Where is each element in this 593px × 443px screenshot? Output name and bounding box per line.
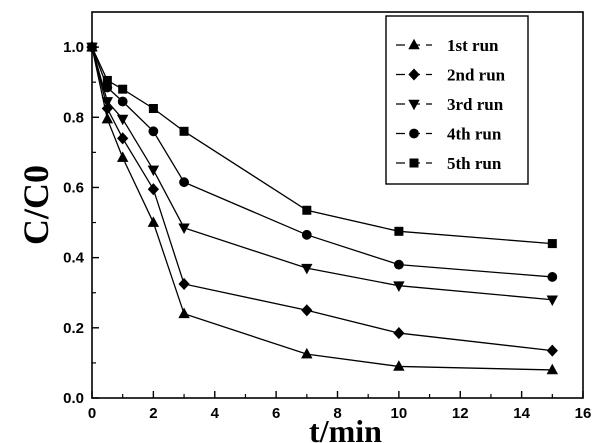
legend-label: 2nd run bbox=[447, 66, 506, 85]
data-point bbox=[301, 304, 313, 317]
data-point bbox=[117, 132, 129, 145]
x-tick-label: 0 bbox=[88, 405, 96, 422]
data-point bbox=[546, 363, 559, 375]
plot-area bbox=[86, 40, 559, 375]
data-point bbox=[393, 360, 405, 371]
data-point bbox=[116, 114, 129, 126]
legend-marker bbox=[409, 128, 419, 139]
data-point bbox=[301, 347, 313, 359]
data-point bbox=[302, 205, 312, 215]
data-point bbox=[179, 126, 189, 136]
data-point bbox=[178, 307, 190, 319]
data-point bbox=[147, 165, 160, 177]
data-point bbox=[178, 277, 190, 290]
data-point bbox=[101, 97, 114, 108]
y-axis-title: C/C0 bbox=[16, 165, 56, 245]
x-tick-label: 14 bbox=[513, 405, 530, 422]
data-point bbox=[147, 216, 160, 227]
data-point bbox=[301, 229, 312, 240]
x-tick-label: 8 bbox=[333, 405, 341, 422]
legend-marker bbox=[409, 158, 419, 168]
y-tick-label: 0.2 bbox=[63, 320, 84, 337]
series-line bbox=[91, 46, 553, 371]
data-point bbox=[179, 177, 189, 188]
data-point bbox=[117, 96, 128, 107]
data-point bbox=[178, 223, 190, 235]
x-tick-label: 6 bbox=[272, 405, 280, 422]
data-point bbox=[547, 272, 558, 282]
y-tick-label: 0.8 bbox=[63, 109, 84, 126]
data-point bbox=[116, 151, 129, 162]
x-tick-label: 16 bbox=[575, 405, 592, 422]
legend: 1st run 2nd run 3rd run 4th run 5th run bbox=[385, 15, 529, 185]
x-axis-title: t/min bbox=[309, 413, 382, 443]
legend-marker bbox=[408, 68, 420, 81]
legend-item: 1st run bbox=[396, 36, 499, 55]
data-point bbox=[393, 327, 405, 340]
y-tick-label: 1.0 bbox=[63, 39, 84, 56]
data-point bbox=[101, 112, 114, 124]
x-tick-label: 12 bbox=[452, 405, 469, 422]
legend-label: 1st run bbox=[447, 36, 499, 55]
x-tick-label: 2 bbox=[149, 405, 157, 422]
series-line bbox=[91, 46, 553, 301]
legend-item: 5th run bbox=[396, 154, 502, 173]
legend-marker bbox=[408, 38, 420, 50]
data-point bbox=[148, 104, 158, 114]
axes: 0 2 4 6 8 10 12 14 16 0.0 0.2 0.4 0.6 0.8 1.0 t/min C/C0 bbox=[16, 11, 592, 443]
legend-item: 4th run bbox=[396, 125, 502, 144]
data-point bbox=[394, 226, 404, 236]
data-point bbox=[102, 75, 112, 85]
y-tick-label: 0.4 bbox=[63, 250, 85, 267]
x-tick-label: 4 bbox=[211, 405, 220, 422]
data-point bbox=[547, 239, 557, 249]
data-point bbox=[393, 259, 404, 270]
data-point bbox=[393, 281, 405, 292]
legend-item: 3rd run bbox=[396, 95, 504, 114]
legend-label: 4th run bbox=[447, 125, 502, 144]
data-point bbox=[546, 344, 558, 357]
x-tick-label: 10 bbox=[391, 405, 408, 422]
legend-label: 3rd run bbox=[447, 95, 504, 114]
data-point bbox=[546, 295, 559, 306]
legend-item: 2nd run bbox=[396, 66, 506, 85]
y-tick-label: 0.6 bbox=[63, 179, 84, 196]
data-point bbox=[118, 84, 128, 94]
series-line bbox=[91, 46, 553, 352]
y-tick-label: 0.0 bbox=[63, 390, 84, 407]
data-point bbox=[147, 183, 159, 196]
data-point bbox=[148, 126, 159, 137]
data-point bbox=[101, 102, 113, 115]
legend-label: 5th run bbox=[447, 154, 502, 173]
series-1 bbox=[86, 40, 559, 375]
legend-marker bbox=[408, 99, 420, 111]
data-point bbox=[301, 263, 313, 275]
